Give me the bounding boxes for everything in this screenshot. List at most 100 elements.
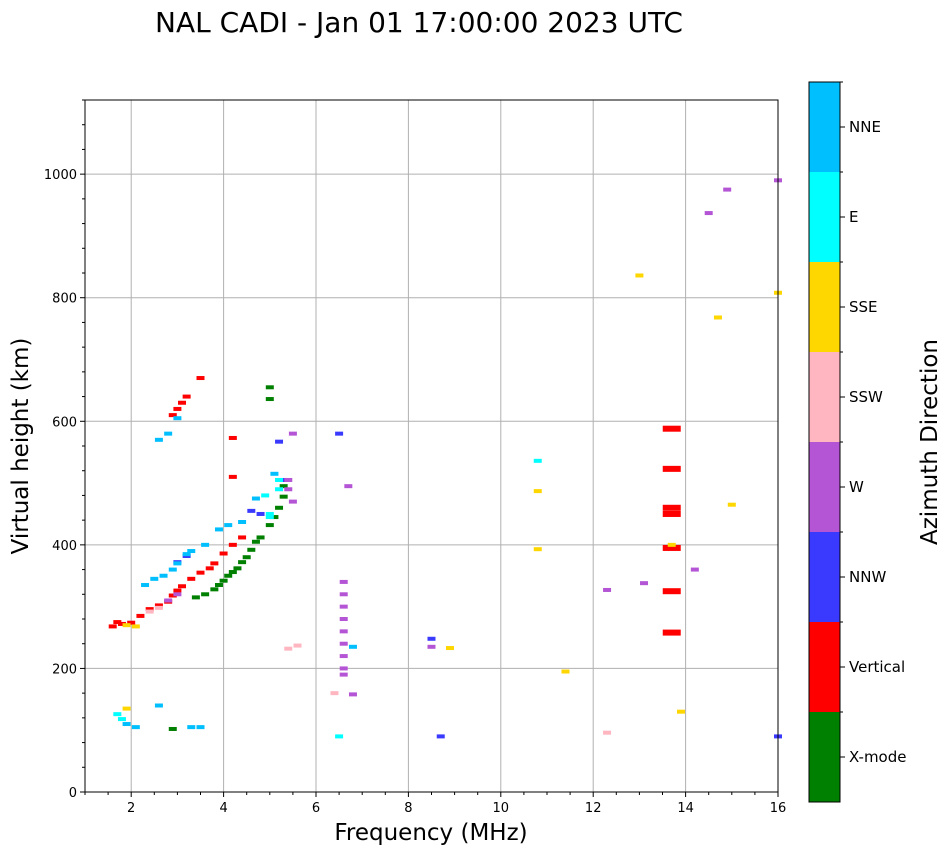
data-point <box>723 187 732 192</box>
data-point <box>168 413 177 418</box>
series-w <box>164 178 782 697</box>
colorbar-segment <box>809 262 840 352</box>
data-point <box>187 725 196 730</box>
y-tick-label: 0 <box>69 786 77 801</box>
colorbar-segment <box>809 532 840 622</box>
data-point <box>436 734 445 739</box>
data-point <box>427 636 436 641</box>
data-point <box>339 592 348 597</box>
data-point <box>201 592 210 597</box>
series-ssw <box>145 605 612 735</box>
data-point <box>288 431 297 436</box>
data-point <box>348 692 357 697</box>
y-axis-label: Virtual height (km) <box>8 338 34 555</box>
colorbar: X-mode Vertical NNW W SSW SSE E NNE <box>808 81 906 803</box>
colorbar-segment <box>809 352 840 442</box>
data-point <box>238 560 247 565</box>
colorbar-label-w: W <box>849 478 864 496</box>
data-point <box>224 573 233 578</box>
data-point <box>265 515 274 520</box>
data-point <box>154 603 163 608</box>
data-point <box>136 613 145 618</box>
y-tick-label: 800 <box>52 292 77 307</box>
data-point <box>275 505 284 510</box>
data-point <box>182 552 191 557</box>
data-point <box>117 621 126 626</box>
data-point <box>159 573 168 578</box>
data-point <box>210 587 219 592</box>
data-point <box>445 646 454 651</box>
data-point <box>727 502 736 507</box>
data-point <box>122 623 131 628</box>
data-point <box>427 644 436 649</box>
data-point <box>233 566 242 571</box>
series-e <box>113 458 542 739</box>
data-point <box>284 477 293 482</box>
data-point <box>265 385 274 390</box>
data-point <box>247 547 256 552</box>
colorbar-segment <box>809 622 840 712</box>
series-nnw <box>173 431 782 739</box>
data-point <box>173 561 182 566</box>
data-point <box>261 493 270 498</box>
colorbar-segment <box>809 442 840 532</box>
data-point <box>293 643 302 648</box>
data-point <box>330 691 339 696</box>
data-point <box>173 406 182 411</box>
data-point <box>561 669 570 674</box>
plot-frame <box>84 99 779 793</box>
series-sse <box>122 273 782 714</box>
data-point <box>704 211 713 216</box>
data-point <box>131 725 140 730</box>
data-point <box>713 315 722 320</box>
data-point <box>662 504 681 511</box>
data-point <box>168 567 177 572</box>
data-point <box>219 551 228 556</box>
x-tick-label: 2 <box>127 801 135 816</box>
x-tick-label: 6 <box>312 801 320 816</box>
data-point <box>168 726 177 731</box>
colorbar-label-ssw: SSW <box>849 388 883 406</box>
data-point <box>279 494 288 499</box>
data-point <box>242 555 251 560</box>
series-vertical <box>108 376 681 636</box>
data-point <box>196 725 205 730</box>
data-point <box>238 535 247 540</box>
data-point <box>178 400 187 405</box>
y-tick-label: 400 <box>52 539 77 554</box>
data-point <box>122 722 131 727</box>
data-point <box>251 496 260 501</box>
data-point <box>265 397 274 402</box>
data-point <box>127 620 136 625</box>
data-point <box>265 523 274 528</box>
colorbar-frame <box>808 81 841 803</box>
data-point <box>228 474 237 479</box>
data-point <box>214 527 223 532</box>
data-point <box>335 431 344 436</box>
data-point <box>348 644 357 649</box>
data-point <box>154 605 163 610</box>
data-point <box>113 620 122 625</box>
data-point <box>256 535 265 540</box>
data-point <box>339 629 348 634</box>
data-point <box>339 579 348 584</box>
data-point <box>339 641 348 646</box>
data-point <box>690 567 699 572</box>
data-point <box>533 489 542 494</box>
data-point <box>603 730 612 735</box>
colorbar-label-e: E <box>849 208 858 226</box>
data-point <box>284 646 293 651</box>
data-point <box>210 561 219 566</box>
x-tick-label: 8 <box>404 801 412 816</box>
data-point <box>113 712 122 717</box>
data-point <box>339 672 348 677</box>
data-point <box>251 539 260 544</box>
data-point <box>275 477 284 482</box>
data-point <box>339 604 348 609</box>
y-axis: 0 200 400 600 800 1000 <box>44 99 85 801</box>
data-point <box>191 595 200 600</box>
data-point <box>603 587 612 592</box>
data-point <box>145 607 154 612</box>
colorbar-label-nnw: NNW <box>849 568 886 586</box>
